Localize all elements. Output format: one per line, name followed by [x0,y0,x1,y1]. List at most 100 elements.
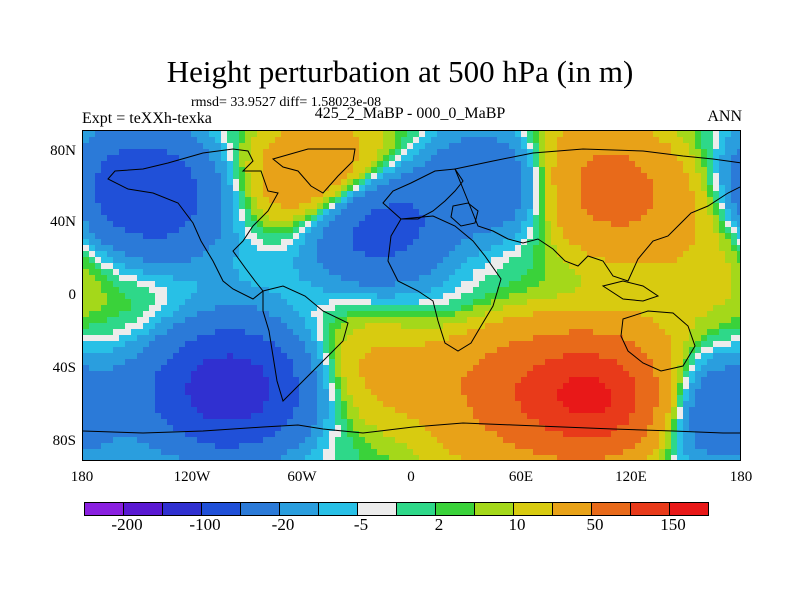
field-cell [377,317,383,323]
field-cell [329,239,335,245]
field-cell [341,293,347,299]
field-cell [539,257,545,263]
field-cell [731,293,737,299]
field-cell [143,281,149,287]
field-cell [701,221,707,227]
field-cell [653,347,659,353]
field-cell [461,221,467,227]
field-cell [95,329,101,335]
field-cell [203,329,209,335]
field-cell [563,155,569,161]
field-cell [593,131,599,137]
field-cell [641,317,647,323]
field-cell [731,275,737,281]
field-cell [197,305,203,311]
field-cell [227,347,233,353]
field-cell [401,383,407,389]
field-cell [83,359,89,365]
field-cell [323,233,329,239]
field-cell [371,323,377,329]
field-cell [491,263,497,269]
field-cell [659,299,665,305]
field-cell [347,155,353,161]
field-cell [293,377,299,383]
field-cell [305,155,311,161]
field-cell [365,155,371,161]
field-cell [683,317,689,323]
field-cell [731,377,737,383]
field-cell [461,365,467,371]
field-cell [551,179,557,185]
field-cell [107,221,113,227]
field-cell [479,317,485,323]
field-cell [677,293,683,299]
field-cell [245,203,251,209]
field-cell [563,215,569,221]
field-cell [479,197,485,203]
field-cell [113,239,119,245]
field-cell [335,329,341,335]
field-cell [173,149,179,155]
field-cell [395,395,401,401]
field-cell [599,299,605,305]
field-cell [317,161,323,167]
field-cell [119,149,125,155]
field-cell [431,299,437,305]
field-cell [677,251,683,257]
field-cell [359,155,365,161]
field-cell [299,149,305,155]
field-cell [629,245,635,251]
field-cell [143,365,149,371]
field-cell [551,365,557,371]
field-cell [677,395,683,401]
field-cell [575,143,581,149]
field-cell [617,227,623,233]
field-cell [215,317,221,323]
field-cell [365,377,371,383]
field-cell [191,173,197,179]
field-cell [137,389,143,395]
field-cell [203,185,209,191]
field-cell [167,137,173,143]
field-cell [269,167,275,173]
field-cell [233,167,239,173]
field-cell [293,275,299,281]
field-cell [587,167,593,173]
field-cell [563,395,569,401]
field-cell [563,233,569,239]
field-cell [563,209,569,215]
field-cell [647,185,653,191]
field-cell [665,215,671,221]
field-cell [551,353,557,359]
field-cell [533,323,539,329]
field-cell [293,185,299,191]
field-cell [611,383,617,389]
field-cell [305,365,311,371]
field-cell [185,359,191,365]
field-cell [371,161,377,167]
field-cell [539,389,545,395]
field-cell [653,161,659,167]
field-cell [143,359,149,365]
field-cell [185,233,191,239]
field-cell [245,215,251,221]
field-cell [683,335,689,341]
field-cell [701,167,707,173]
field-cell [689,305,695,311]
field-cell [245,305,251,311]
field-cell [539,221,545,227]
field-cell [659,365,665,371]
field-cell [257,263,263,269]
field-cell [491,383,497,389]
field-cell [443,191,449,197]
field-cell [473,341,479,347]
field-cell [719,329,725,335]
field-cell [605,281,611,287]
field-cell [677,323,683,329]
field-cell [401,149,407,155]
field-cell [161,239,167,245]
field-cell [671,263,677,269]
field-cell [413,143,419,149]
field-cell [443,383,449,389]
field-cell [593,389,599,395]
